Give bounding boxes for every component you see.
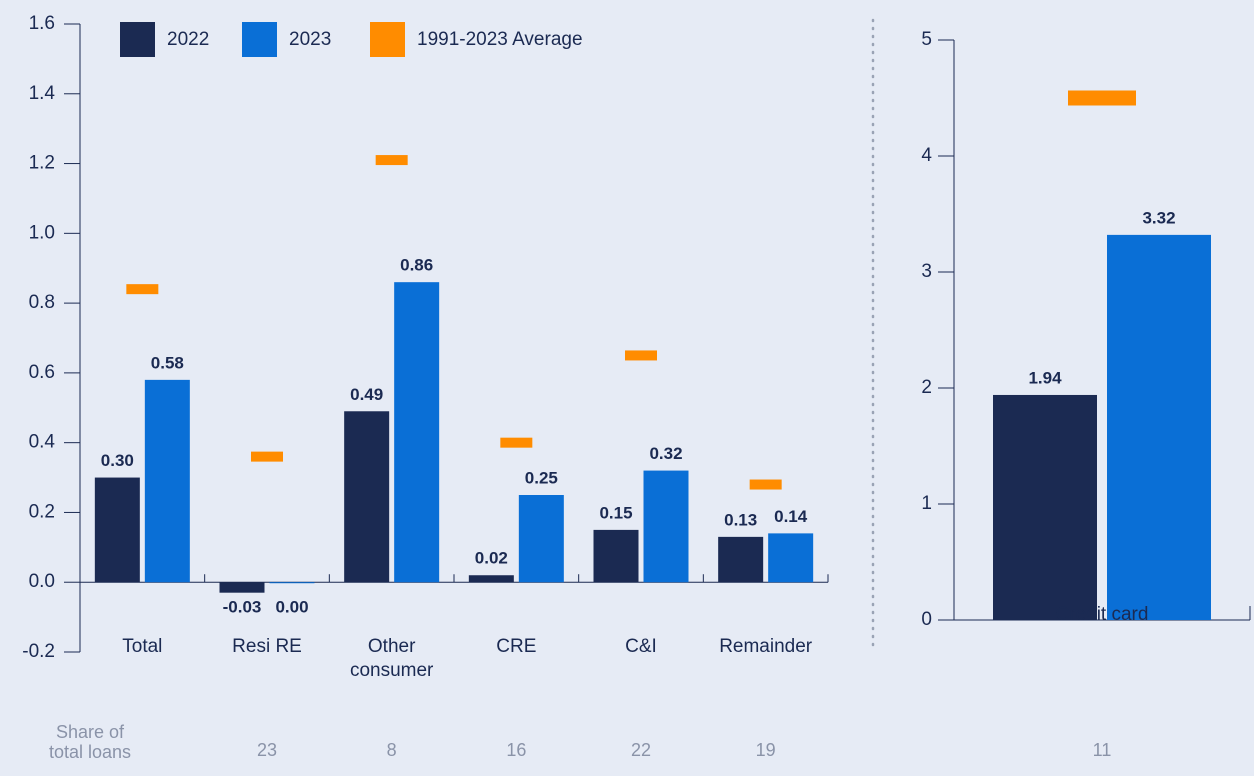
value-label: 0.58	[151, 353, 184, 372]
y-tick-label: 1.6	[29, 13, 55, 34]
share-label: Share of total loans	[48, 722, 132, 762]
average-marker	[500, 437, 533, 448]
y-tick-label: 0.4	[29, 432, 56, 453]
y-tick-label: -0.2	[22, 641, 55, 662]
bar	[1107, 234, 1211, 620]
bar	[643, 470, 689, 583]
bar	[718, 536, 764, 583]
y-tick-label: 1	[921, 493, 932, 514]
bar	[269, 582, 315, 584]
share-value: 16	[506, 740, 527, 760]
share-value: 19	[755, 740, 776, 760]
value-label: 0.30	[101, 451, 134, 470]
legend-label: 2023	[289, 29, 331, 50]
x-tick-label: Resi RE	[232, 636, 302, 657]
legend-label: 2022	[167, 29, 209, 50]
value-label: 0.25	[525, 468, 558, 487]
share-value: 22	[630, 740, 652, 760]
value-label: 0.14	[774, 507, 808, 526]
bar	[993, 394, 1097, 620]
value-label: 0.13	[724, 510, 757, 529]
y-tick-label: 5	[921, 29, 932, 50]
y-tick-label: 0.8	[29, 292, 55, 313]
bar	[344, 411, 390, 583]
value-label: 0.32	[649, 444, 682, 463]
legend-swatch	[242, 22, 277, 57]
value-label: 1.94	[1028, 368, 1062, 387]
value-label: -0.03	[223, 598, 262, 617]
bar	[219, 582, 265, 593]
y-tick-label: 2	[921, 377, 932, 398]
bar	[518, 495, 564, 583]
x-tick-label: C&I	[625, 636, 657, 657]
bar	[94, 477, 140, 583]
y-tick-label: 4	[921, 145, 932, 166]
y-tick-label: 3	[921, 261, 932, 282]
x-tick-label: Other consumer	[349, 636, 434, 681]
y-tick-label: 0.6	[29, 362, 55, 383]
share-value: 8	[386, 740, 397, 760]
bar	[768, 533, 814, 583]
y-tick-label: 1.4	[29, 83, 56, 104]
value-label: 0.86	[400, 256, 433, 275]
average-marker	[749, 479, 782, 490]
value-label: 0.15	[599, 503, 632, 522]
x-tick-label: Remainder	[719, 636, 813, 657]
legend-swatch	[370, 22, 405, 57]
legend-label: 1991-2023 Average	[417, 29, 583, 50]
average-marker	[251, 451, 283, 462]
average-marker	[126, 284, 159, 295]
value-label: 0.02	[475, 549, 508, 568]
bar	[394, 282, 440, 583]
value-label: 0.49	[350, 385, 383, 404]
value-label: 0.00	[275, 598, 308, 617]
y-tick-label: 0	[921, 609, 932, 630]
x-tick-label: Total	[122, 636, 163, 657]
average-marker	[625, 350, 657, 361]
y-tick-label: 0.2	[29, 501, 55, 522]
bar	[593, 529, 639, 583]
legend-swatch	[120, 22, 155, 57]
average-marker	[375, 155, 408, 166]
y-tick-label: 0.0	[29, 571, 55, 592]
y-tick-label: 1.2	[29, 153, 55, 174]
bar	[144, 379, 190, 583]
share-value: 23	[256, 740, 278, 760]
y-tick-label: 1.0	[29, 222, 55, 243]
x-tick-label: CRE	[496, 636, 537, 657]
average-marker	[1068, 90, 1136, 106]
share-value: 11	[1092, 740, 1112, 760]
bar	[468, 575, 514, 583]
x-tick-label: Credit card	[1055, 604, 1149, 625]
value-label: 3.32	[1142, 208, 1175, 227]
